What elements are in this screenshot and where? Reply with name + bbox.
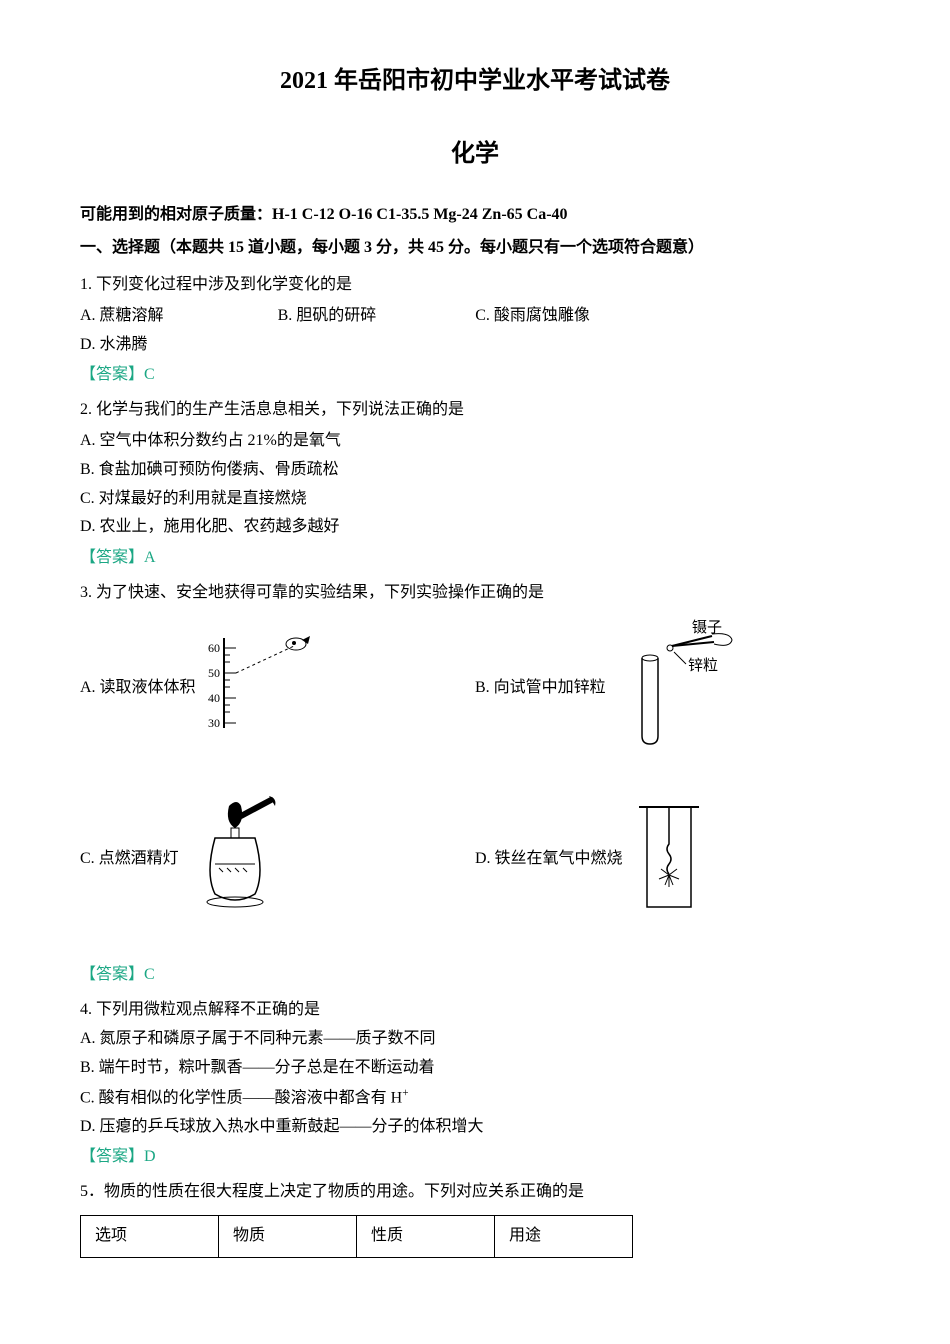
- q2-stem: 2. 化学与我们的生产生活息息相关，下列说法正确的是: [80, 396, 870, 425]
- q1-options: A. 蔗糖溶解 B. 胆矾的研碎 C. 酸雨腐蚀雕像 D. 水沸腾: [80, 302, 870, 360]
- q1-opt-d: D. 水沸腾: [80, 331, 270, 360]
- q2-options: A. 空气中体积分数约占 21%的是氧气 B. 食盐加碘可预防佝偻病、骨质疏松 …: [80, 427, 870, 542]
- subject-title: 化学: [80, 133, 870, 176]
- q4-opt-d: D. 压瘪的乒乓球放入热水中重新鼓起——分子的体积增大: [80, 1113, 870, 1142]
- q1-opt-a: A. 蔗糖溶解: [80, 302, 270, 331]
- q3-opt-b-label: B. 向试管中加锌粒: [475, 674, 606, 703]
- q2-opt-a: A. 空气中体积分数约占 21%的是氧气: [80, 427, 467, 456]
- svg-text:锌粒: 锌粒: [688, 657, 718, 674]
- q5-th-option: 选项: [81, 1216, 219, 1258]
- q4-opt-c: C. 酸有相似的化学性质——酸溶液中都含有 H+: [80, 1083, 870, 1113]
- test-tube-tweezers-icon: 镊子 锌粒: [612, 618, 752, 759]
- q4-opt-b: B. 端午时节，粽叶飘香——分子总是在不断运动着: [80, 1054, 870, 1083]
- q5-table: 选项 物质 性质 用途: [80, 1215, 633, 1258]
- q2-opt-c: C. 对煤最好的利用就是直接燃烧: [80, 485, 467, 514]
- section-1-title: 一、选择题（本题共 15 道小题，每小题 3 分，共 45 分。每小题只有一个选…: [80, 234, 870, 263]
- q1-opt-b: B. 胆矾的研碎: [278, 302, 468, 331]
- q3-opt-d-label: D. 铁丝在氧气中燃烧: [475, 845, 623, 874]
- svg-text:50: 50: [208, 666, 220, 680]
- q3-opt-b: B. 向试管中加锌粒 镊子 锌粒: [475, 618, 870, 759]
- q5-stem: 5．物质的性质在很大程度上决定了物质的用途。下列对应关系正确的是: [80, 1178, 870, 1207]
- q4-answer: 【答案】D: [80, 1143, 870, 1172]
- q4-opt-a: A. 氮原子和磷原子属于不同种元素——质子数不同: [80, 1025, 870, 1054]
- q1-stem: 1. 下列变化过程中涉及到化学变化的是: [80, 271, 870, 300]
- svg-text:30: 30: [208, 716, 220, 730]
- q3-opt-c: C. 点燃酒精灯: [80, 789, 475, 930]
- q3-answer: 【答案】C: [80, 961, 870, 990]
- gas-jar-iron-icon: [629, 789, 709, 930]
- alcohol-lamp-icon: [185, 794, 285, 925]
- q2-opt-b: B. 食盐加碘可预防佝偻病、骨质疏松: [80, 456, 467, 485]
- q3-opt-a-label: A. 读取液体体积: [80, 674, 196, 703]
- q3-options: A. 读取液体体积 60 50 40 30: [80, 618, 870, 960]
- svg-text:40: 40: [208, 691, 220, 705]
- q5-th-substance: 物质: [219, 1216, 357, 1258]
- q5-th-property: 性质: [357, 1216, 495, 1258]
- svg-text:60: 60: [208, 641, 220, 655]
- table-row: 选项 物质 性质 用途: [81, 1216, 633, 1258]
- q3-opt-a: A. 读取液体体积 60 50 40 30: [80, 618, 475, 759]
- atomic-mass-info: 可能用到的相对原子质量：H-1 C-12 O-16 C1-35.5 Mg-24 …: [80, 201, 870, 230]
- q4-stem: 4. 下列用微粒观点解释不正确的是: [80, 996, 870, 1025]
- q2-opt-d: D. 农业上，施用化肥、农药越多越好: [80, 513, 467, 542]
- q3-stem: 3. 为了快速、安全地获得可靠的实验结果，下列实验操作正确的是: [80, 579, 870, 608]
- page-title: 2021 年岳阳市初中学业水平考试试卷: [80, 60, 870, 103]
- q2-answer: 【答案】A: [80, 544, 870, 573]
- graduated-cylinder-icon: 60 50 40 30: [202, 628, 312, 749]
- q3-opt-c-label: C. 点燃酒精灯: [80, 845, 179, 874]
- q3-opt-d: D. 铁丝在氧气中燃烧: [475, 789, 870, 930]
- q1-opt-c: C. 酸雨腐蚀雕像: [475, 302, 665, 331]
- q1-answer: 【答案】C: [80, 361, 870, 390]
- q5-th-use: 用途: [495, 1216, 633, 1258]
